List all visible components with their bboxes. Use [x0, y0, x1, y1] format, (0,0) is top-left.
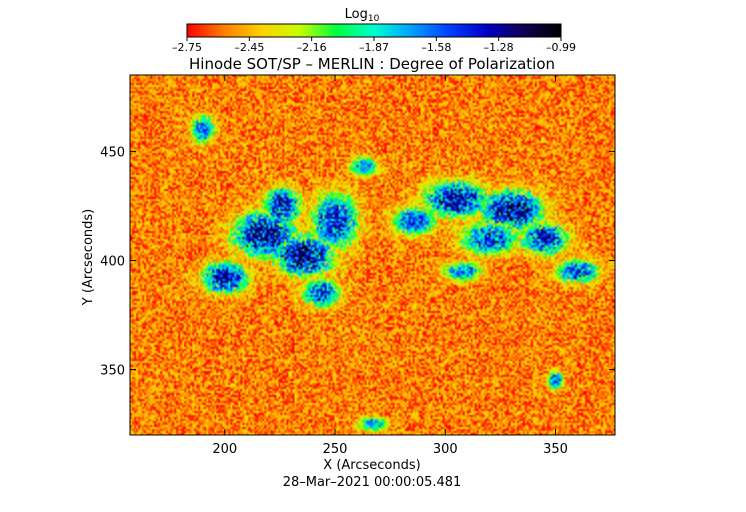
colorbar-label-base: Log	[345, 7, 368, 22]
colorbar-tick-label: –1.58	[421, 41, 451, 54]
y-tick-label: 350	[100, 364, 125, 379]
plot-area: 200 250 300 350 350 400 450	[100, 74, 616, 457]
y-tick-label: 400	[100, 254, 125, 269]
timestamp: 28–Mar–2021 00:00:05.481	[283, 475, 462, 490]
colorbar-tick-label: –2.16	[297, 41, 327, 54]
x-tick-label: 350	[543, 442, 568, 457]
colorbar-tick-label: –2.75	[172, 41, 202, 54]
chart-title: Hinode SOT/SP – MERLIN : Degree of Polar…	[189, 55, 555, 73]
x-tick-label: 200	[212, 442, 237, 457]
y-axis-ticks: 350 400 450	[100, 145, 615, 379]
x-axis-label: X (Arcseconds)	[323, 458, 420, 473]
y-tick-label: 450	[100, 145, 125, 160]
colorbar-ticks: –2.75 –2.45 –2.16 –1.87 –1.58 –1.28 –0.99	[172, 37, 576, 54]
colorbar-tick-label: –1.87	[359, 41, 389, 54]
colorbar-tick-label: –0.99	[546, 41, 576, 54]
x-tick-label: 300	[433, 442, 458, 457]
colorbar-tick-label: –1.28	[484, 41, 514, 54]
x-tick-label: 250	[323, 442, 348, 457]
colorbar-label-subscript: 10	[368, 14, 380, 24]
colorbar-tick-label: –2.45	[234, 41, 264, 54]
polarization-heatmap	[130, 75, 615, 435]
colorbar-label: Log10	[345, 7, 380, 24]
plot-frame	[129, 74, 616, 436]
colorbar	[186, 23, 562, 38]
x-axis-ticks: 200 250 300 350	[212, 75, 568, 457]
y-axis-label: Y (Arcseconds)	[81, 209, 96, 306]
